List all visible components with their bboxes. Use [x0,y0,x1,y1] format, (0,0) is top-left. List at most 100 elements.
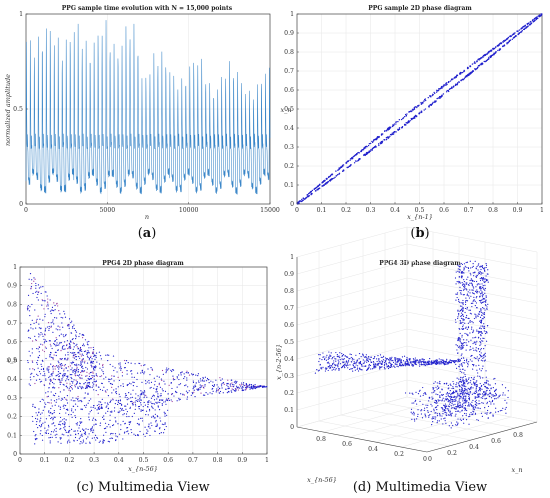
panel-c-point [74,384,76,386]
panel-c-point [55,430,57,432]
panel-d-point [444,398,446,400]
panel-c-point [206,377,209,380]
panel-d-point [328,351,330,353]
panel-c-point [101,369,103,371]
panel-c-point [139,398,141,400]
panel-b-point [448,80,450,83]
panel-c-point [67,357,69,359]
panel-c-point [178,374,180,376]
panel-d-point [479,331,482,333]
panel-c-point [62,317,64,319]
panel-d-point [457,358,459,360]
panel-d-point [478,313,480,315]
panel-c-point [48,327,50,330]
panel-b-point [383,130,386,132]
panel-b-point [354,160,357,162]
panel-c-point [31,279,33,281]
panel-d-point [452,401,454,403]
panel-d-point [461,282,463,284]
panel-d-point [383,365,386,367]
panel-c-point [87,436,89,438]
panel-b-point [527,22,529,25]
panel-d-point [482,294,484,296]
panel-d-point [394,366,396,369]
panel-d-point [417,413,419,415]
panel-c-point [90,430,92,432]
panel-a-y-ticks: 00.51 [13,11,28,208]
panel-c-point [148,408,151,411]
panel-c-point [67,354,69,356]
panel-c-point [70,413,72,416]
panel-d-point [384,368,386,370]
panel-c-point [133,433,135,435]
panel-d-point [476,292,478,294]
panel-d-wall-gridline [296,311,408,343]
panel-d-point [458,395,460,397]
panel-d-point [482,397,484,399]
panel-c-point [103,439,105,442]
panel-c-point [36,414,39,416]
panel-c-point [87,351,90,353]
panel-c-point [124,431,126,433]
panel-d-point [462,405,464,407]
panel-d-point [488,384,490,386]
panel-d-point [449,361,451,364]
panel-c-point [193,391,195,393]
panel-d-point [479,354,481,356]
panel-c-point [159,420,162,422]
panel-c-point [140,410,142,412]
panel-c-point [86,341,88,343]
panel-d-point [441,363,443,365]
panel-c-point [132,385,135,387]
panel-c-point [85,406,87,408]
panel-d-point [486,379,488,382]
panel-c-point [115,421,117,423]
panel-d-point [458,337,461,339]
panel-c-point [56,303,58,305]
panel-b-point [369,142,372,145]
panel-b-point [503,45,506,47]
panel-d-point [462,313,464,316]
panel-c-point [242,386,244,388]
panel-d-point [335,358,337,360]
panel-c-point [240,382,243,384]
panel-b-point [306,196,309,198]
panel-d-y-ticks: 00.20.40.60.8 [428,432,523,463]
panel-d-point [459,322,461,325]
panel-c-point [192,388,194,390]
panel-d-point [341,352,343,355]
panel-d-point [411,361,413,363]
panel-c-point [101,382,103,385]
panel-c-point [171,393,174,395]
panel-c-point [120,367,122,370]
panel-d-point [325,368,327,370]
panel-c-point [64,373,67,375]
panel-d-point [469,392,471,394]
panel-b-point [315,186,318,188]
panel-c-point [28,310,31,312]
panel-d-point [457,338,459,340]
panel-c-point [122,383,124,385]
panel-d-point [353,361,355,363]
panel-d-point [485,382,487,384]
panel-d-point [446,399,448,401]
panel-c-point [61,378,63,380]
panel-d-point [361,365,363,367]
panel-c-point [178,384,180,386]
panel-c-point [142,420,144,422]
panel-c-point [90,406,92,408]
panel-d-point [450,384,452,386]
panel-d-point [445,360,448,362]
panel-c-point [75,344,77,346]
panel-c-point [47,395,49,397]
panel-b-point [415,115,418,117]
panel-d-point [333,356,335,358]
panel-d-point [483,393,485,395]
panel-c-point [36,318,38,320]
panel-c-y-tick-label: 0.7 [7,320,17,327]
panel-b-point [448,88,451,91]
panel-c-point [101,407,103,410]
panel-c-point [70,332,73,334]
panel-c-point [47,305,49,307]
panel-c-point [30,327,32,329]
